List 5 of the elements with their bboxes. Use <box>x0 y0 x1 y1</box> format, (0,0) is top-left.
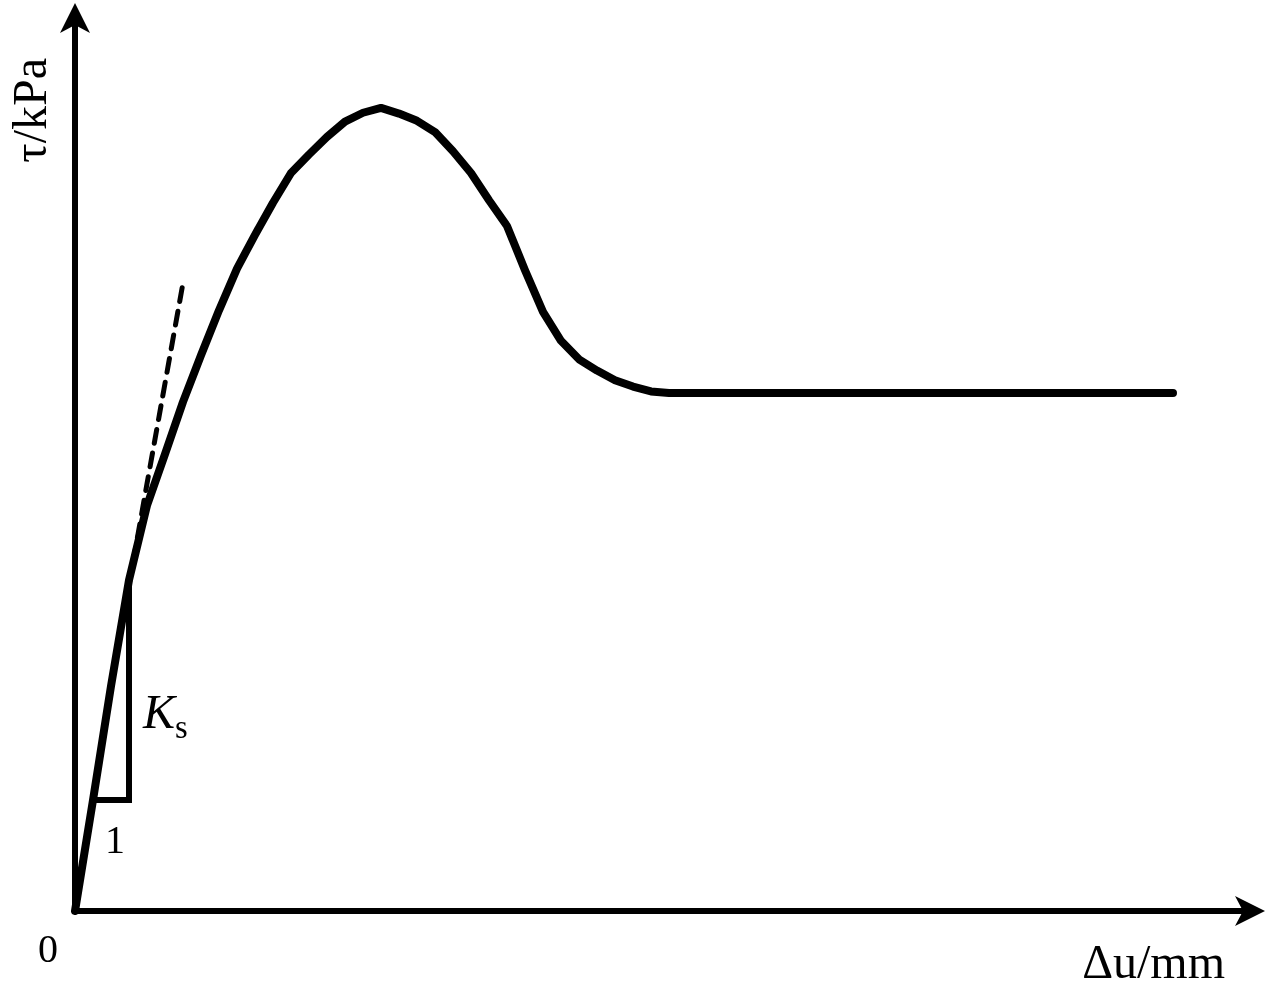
annotation: 1 <box>105 817 125 863</box>
x-axis-title: Δu/mm <box>1082 934 1225 986</box>
annotation: K$_{s}$ <box>143 685 188 745</box>
text: 0 <box>38 926 58 971</box>
y-axis-title: τ/kPa <box>2 58 56 163</box>
